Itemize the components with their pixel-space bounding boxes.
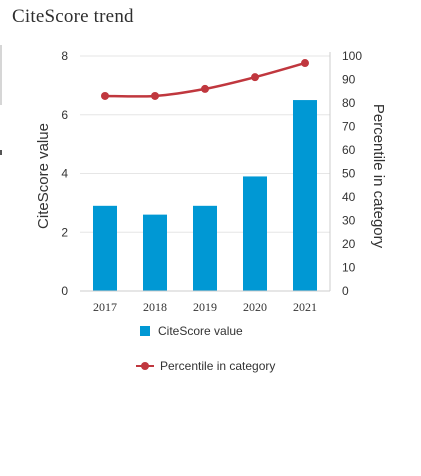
legend-swatch-bar — [140, 326, 150, 336]
legend-label-percentile: Percentile in category — [160, 359, 276, 373]
y-tick-label-left: 6 — [61, 108, 68, 122]
y-tick-label-right: 50 — [342, 167, 356, 181]
legend-item-citescore: CiteScore value — [140, 324, 243, 338]
bar-citescore-2018 — [143, 214, 167, 291]
x-tick-label: 2018 — [143, 300, 167, 314]
y-tick-label-right: 30 — [342, 214, 356, 228]
legend-swatch-line — [136, 361, 154, 371]
gridlines — [80, 55, 330, 233]
percentile-point-2017 — [101, 91, 109, 100]
x-tick-label: 2019 — [193, 300, 217, 314]
y-tick-label-right: 0 — [342, 284, 349, 298]
x-tick-label: 2021 — [293, 300, 317, 314]
percentile-point-2021 — [301, 59, 309, 68]
legend-label-citescore: CiteScore value — [158, 324, 243, 338]
bars — [93, 100, 317, 291]
chart-title: CiteScore trend — [12, 6, 134, 27]
y-tick-label-right: 20 — [342, 237, 356, 251]
y-tick-label-right: 80 — [342, 96, 356, 110]
percentile-point-2019 — [201, 84, 209, 93]
bar-citescore-2017 — [93, 205, 117, 291]
y-tick-label-right: 70 — [342, 120, 356, 134]
y-tick-label-left: 0 — [61, 284, 68, 298]
bar-citescore-2020 — [243, 176, 267, 291]
percentile-point-2020 — [251, 73, 259, 82]
legend-item-percentile: Percentile in category — [136, 359, 275, 373]
bar-citescore-2021 — [293, 100, 317, 291]
y-tick-label-right: 60 — [342, 143, 356, 157]
panel-edge-mark — [0, 150, 2, 155]
y-tick-label-right: 90 — [342, 73, 356, 87]
y-tick-label-right: 10 — [342, 261, 356, 275]
y-tick-label-left: 8 — [61, 49, 68, 63]
y-axis-label-left: CiteScore value — [35, 123, 52, 229]
x-tick-label: 2017 — [93, 300, 117, 314]
percentile-point-2018 — [151, 91, 159, 100]
y-tick-label-left: 4 — [61, 167, 68, 181]
x-tick-label: 2020 — [243, 300, 267, 314]
percentile-line — [101, 59, 309, 100]
panel-edge-divider — [0, 45, 2, 105]
y-tick-label-left: 2 — [61, 225, 68, 239]
y-tick-label-right: 100 — [342, 49, 362, 63]
y-axis-label-right: Percentile in category — [370, 104, 387, 249]
bar-citescore-2019 — [193, 205, 217, 291]
y-tick-label-right: 40 — [342, 190, 356, 204]
